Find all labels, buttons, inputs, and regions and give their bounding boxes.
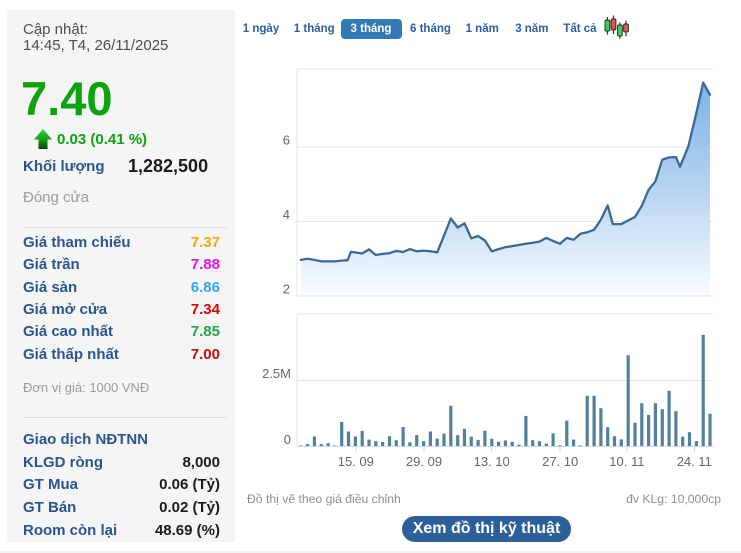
svg-text:0: 0 — [284, 432, 291, 447]
svg-text:4: 4 — [283, 207, 290, 222]
svg-text:13. 10: 13. 10 — [474, 454, 510, 469]
svg-text:2.5M: 2.5M — [262, 366, 291, 381]
svg-text:Đồ thị vẽ theo giá điều chỉnh: Đồ thị vẽ theo giá điều chỉnh — [247, 492, 401, 506]
svg-text:24. 11: 24. 11 — [677, 454, 712, 469]
svg-text:29. 09: 29. 09 — [406, 454, 442, 469]
svg-text:6: 6 — [283, 133, 290, 148]
svg-text:2: 2 — [283, 282, 290, 297]
svg-text:đv KLg: 10,000cp: đv KLg: 10,000cp — [626, 492, 721, 506]
svg-text:15. 09: 15. 09 — [338, 454, 374, 469]
svg-text:10. 11: 10. 11 — [609, 454, 644, 469]
svg-text:27. 10: 27. 10 — [542, 454, 578, 469]
